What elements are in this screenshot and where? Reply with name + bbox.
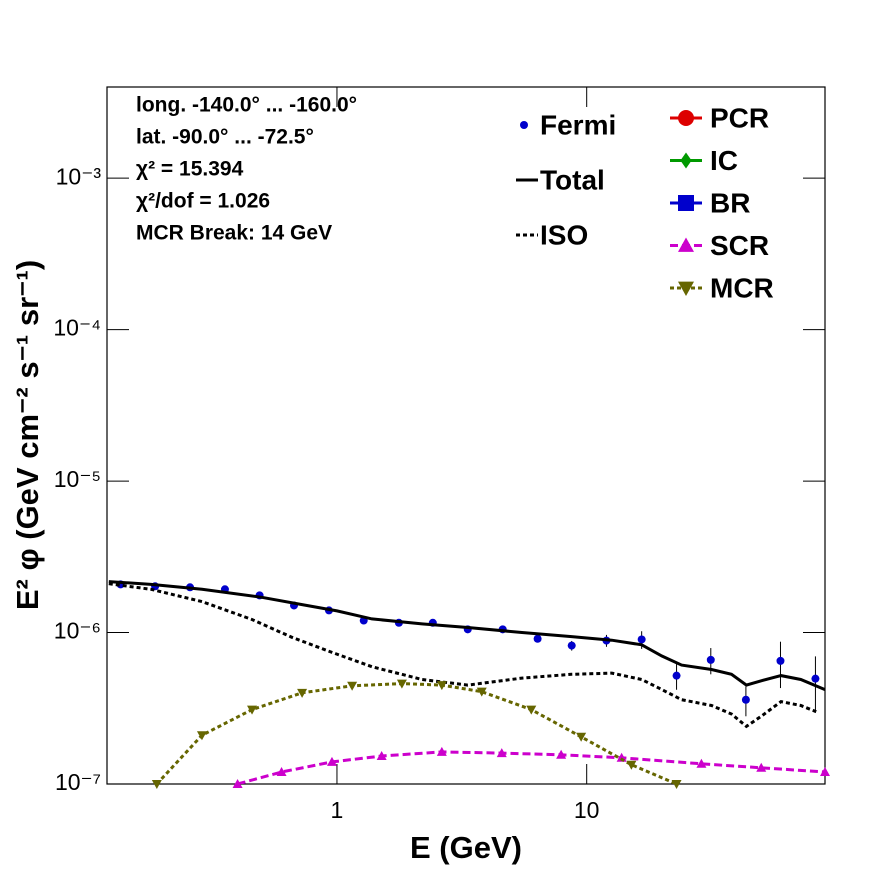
marker [820,767,830,777]
marker [476,687,487,697]
marker [496,748,507,758]
marker [756,762,767,772]
marker [678,281,694,296]
marker [706,655,715,664]
y-axis-label: E² φ (GeV cm⁻² s⁻¹ sr⁻¹) [10,260,45,610]
x-tick-label: 1 [331,797,344,823]
annotation: χ² = 15.394 [136,158,244,181]
marker [526,705,537,715]
annotation: lat. -90.0° ... -72.5° [136,126,314,149]
legend-label: IC [710,145,738,176]
marker [811,674,820,683]
marker [196,731,207,741]
y-tick-label: 10⁻⁶ [54,618,101,644]
series-line [108,580,825,691]
marker [376,751,387,761]
marker [678,195,694,211]
legend-label: Total [540,164,605,195]
plot-frame [106,86,826,785]
marker [347,681,358,691]
marker [151,780,162,789]
marker [671,780,682,789]
marker [637,635,646,644]
marker [741,695,750,704]
marker [396,679,407,689]
marker [520,121,528,129]
marker [247,705,258,715]
marker [576,732,587,742]
y-tick-label: 10⁻³ [56,163,102,189]
y-tick-label: 10⁻⁵ [54,466,101,492]
series-line [155,682,678,784]
legend-label: PCR [710,102,769,133]
marker [436,746,447,756]
marker [276,767,287,777]
marker [297,688,308,698]
series-line [108,582,817,729]
series-line [237,750,825,784]
legend-label: BR [710,187,750,218]
marker [436,681,447,691]
annotation: long. -140.0° ... -160.0° [136,94,357,117]
legend-label: Fermi [540,109,616,140]
legend-label: MCR [710,272,774,303]
annotation: χ²/dof = 1.026 [136,190,270,213]
legend-label: SCR [710,230,769,261]
marker [776,656,785,665]
marker [680,152,692,169]
marker [626,760,637,770]
marker [556,749,567,759]
marker [232,779,243,788]
legend-label: ISO [540,219,588,250]
x-tick-label: 10 [574,797,600,823]
marker [672,671,681,680]
marker [678,237,694,252]
y-tick-label: 10⁻⁷ [55,769,101,795]
y-tick-label: 10⁻⁴ [53,315,101,341]
marker [696,758,707,768]
x-axis-label: E (GeV) [410,830,522,865]
marker [533,634,542,643]
marker [326,756,337,766]
annotation: MCR Break: 14 GeV [136,222,332,245]
marker [567,641,576,650]
marker [678,110,694,126]
